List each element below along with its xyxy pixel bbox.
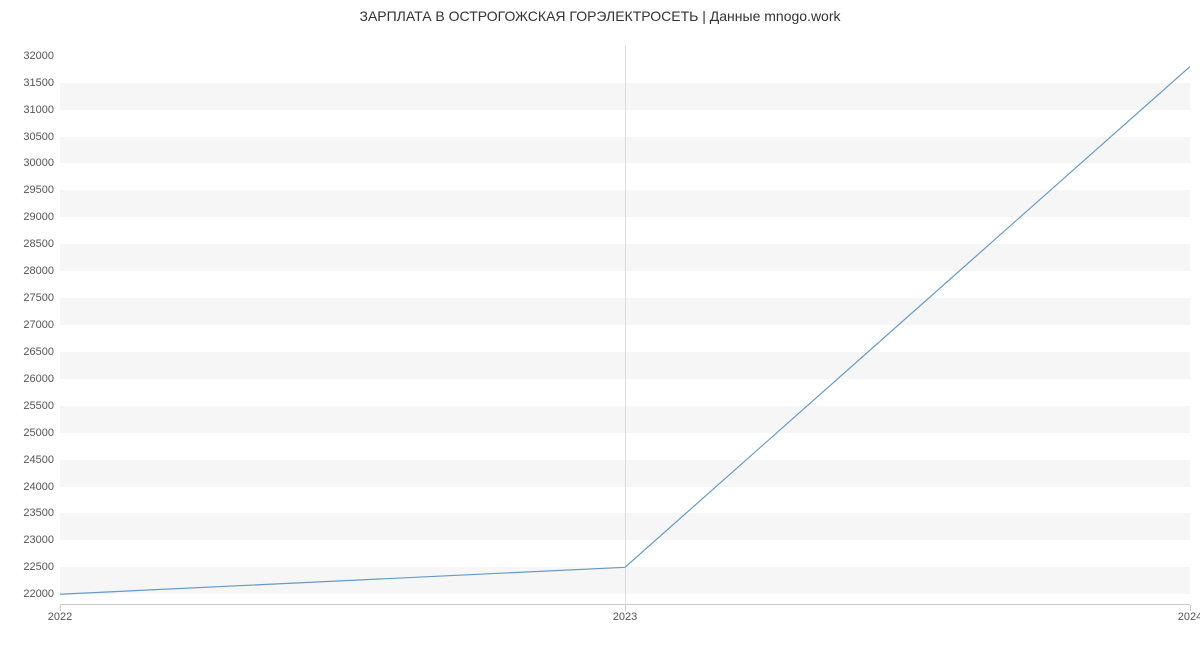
y-tick-label: 24500 [23,454,60,466]
y-tick-label: 23500 [23,507,60,519]
series-line [60,45,1190,605]
y-tick-label: 32000 [23,50,60,62]
y-tick-label: 27000 [23,319,60,331]
y-tick-label: 24000 [23,481,60,493]
x-tick-mark [1190,605,1191,611]
y-tick-label: 27500 [23,292,60,304]
salary-line-chart: ЗАРПЛАТА В ОСТРОГОЖСКАЯ ГОРЭЛЕКТРОСЕТЬ |… [0,0,1200,650]
y-tick-label: 22500 [23,561,60,573]
y-tick-label: 26000 [23,373,60,385]
y-tick-label: 25500 [23,400,60,412]
y-tick-label: 22000 [23,588,60,600]
y-tick-label: 29500 [23,184,60,196]
y-tick-label: 30000 [23,157,60,169]
y-tick-label: 28000 [23,265,60,277]
y-tick-label: 23000 [23,534,60,546]
x-tick-mark [60,605,61,611]
y-tick-label: 25000 [23,427,60,439]
x-tick-mark [625,605,626,611]
x-tick-label: 2024 [1178,605,1200,623]
y-tick-label: 31000 [23,104,60,116]
plot-area: 2200022500230002350024000245002500025500… [60,45,1190,605]
chart-title: ЗАРПЛАТА В ОСТРОГОЖСКАЯ ГОРЭЛЕКТРОСЕТЬ |… [0,8,1200,24]
y-tick-label: 26500 [23,346,60,358]
y-tick-label: 31500 [23,77,60,89]
y-tick-label: 30500 [23,131,60,143]
y-tick-label: 29000 [23,211,60,223]
y-tick-label: 28500 [23,238,60,250]
